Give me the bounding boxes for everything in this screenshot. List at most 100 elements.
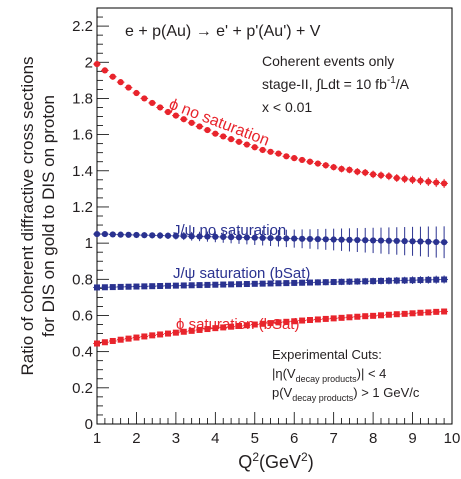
- x-tick-label: 3: [172, 430, 180, 447]
- data-point: [322, 315, 329, 322]
- series-3: [93, 308, 448, 347]
- data-point: [212, 325, 219, 332]
- data-point: [275, 235, 282, 242]
- data-point: [275, 150, 282, 157]
- x-axis-label: Q2(GeV2): [238, 450, 313, 472]
- data-point: [157, 331, 164, 338]
- data-point: [117, 231, 124, 238]
- data-point: [385, 311, 392, 318]
- data-point: [314, 160, 321, 167]
- data-point: [109, 73, 116, 80]
- data-point: [362, 313, 369, 320]
- data-point: [157, 232, 164, 239]
- data-point: [109, 337, 116, 344]
- data-point: [401, 175, 408, 183]
- data-point: [125, 84, 132, 91]
- y-tick-labels: 0 0.2 0.4 0.6 0.8 1 1.2 1.4 1.6 1.8 2 2.2: [72, 18, 93, 433]
- x-tick-label: 7: [329, 430, 337, 447]
- data-point: [385, 277, 392, 284]
- data-point: [425, 238, 432, 245]
- data-point: [133, 334, 140, 341]
- data-point: [236, 322, 242, 329]
- data-point: [441, 180, 448, 187]
- y-tick-label: 2: [85, 54, 93, 71]
- data-point: [314, 279, 321, 286]
- data-point: [172, 112, 179, 119]
- data-point: [133, 231, 140, 239]
- data-point: [267, 148, 274, 155]
- series-layer: [93, 60, 448, 347]
- data-point: [433, 308, 440, 315]
- data-point: [370, 171, 377, 178]
- data-point: [251, 280, 258, 287]
- data-point: [362, 169, 369, 176]
- data-point: [164, 232, 172, 239]
- data-point: [346, 314, 353, 321]
- data-point: [267, 280, 274, 287]
- data-point: [409, 238, 416, 245]
- data-point: [243, 322, 250, 329]
- data-point: [204, 126, 211, 134]
- y-tick-label: 1: [85, 235, 93, 252]
- y-tick-label: 1.2: [72, 199, 93, 216]
- data-point: [149, 99, 156, 107]
- y-tick-label: 1.8: [72, 90, 93, 107]
- process-title: e + p(Au) → e' + p'(Au') + V: [125, 23, 321, 40]
- data-point: [109, 284, 116, 291]
- data-point: [267, 320, 274, 327]
- data-point: [228, 323, 235, 330]
- data-point: [322, 236, 329, 243]
- data-point: [283, 280, 290, 287]
- y-tick-label: 1.4: [72, 163, 93, 180]
- x-tick-label: 5: [251, 430, 259, 447]
- label-jpsi-no-saturation: J/ψ no saturation: [173, 222, 286, 239]
- x-axis-label-base: Q: [238, 452, 252, 472]
- data-point: [425, 276, 432, 283]
- data-point: [409, 310, 416, 317]
- data-point: [377, 172, 385, 179]
- data-point: [275, 280, 282, 287]
- data-point: [101, 284, 108, 291]
- y-axis-label-line2: for DIS on gold to DIS on proton: [39, 95, 58, 337]
- data-point: [441, 239, 448, 246]
- data-point: [306, 158, 314, 165]
- cuts-title: Experimental Cuts:: [272, 347, 382, 362]
- data-point: [433, 276, 440, 283]
- y-tick-label: 0.2: [72, 380, 93, 397]
- data-point: [196, 123, 203, 130]
- data-point: [196, 233, 203, 240]
- info-line-2-sup: -1: [387, 75, 396, 86]
- data-point: [378, 312, 384, 319]
- data-point: [417, 177, 424, 184]
- data-point: [283, 318, 290, 325]
- y-tick-label: 0.6: [72, 307, 93, 324]
- data-point: [251, 321, 258, 328]
- data-point: [322, 279, 329, 286]
- data-point: [259, 146, 266, 154]
- cuts-line-1-post: )| < 4: [357, 366, 387, 381]
- data-point: [228, 136, 235, 143]
- data-point: [165, 330, 171, 337]
- data-point: [354, 236, 361, 244]
- data-point: [180, 282, 187, 289]
- data-point: [157, 282, 164, 289]
- data-point: [299, 156, 306, 164]
- data-point: [220, 281, 227, 288]
- data-point: [141, 333, 148, 340]
- data-point: [314, 236, 321, 243]
- y-axis-label-line1: Ratio of coherent diffractive cross sect…: [18, 56, 37, 375]
- data-point: [267, 234, 274, 242]
- y-tick-label: 2.2: [72, 18, 93, 35]
- data-point: [378, 277, 384, 284]
- data-point: [149, 332, 156, 339]
- data-point: [228, 281, 235, 288]
- data-point: [370, 278, 377, 285]
- data-point: [141, 95, 148, 102]
- data-point: [196, 326, 203, 333]
- data-point: [291, 235, 298, 242]
- data-point: [196, 282, 203, 289]
- data-point: [125, 283, 132, 290]
- data-point: [251, 144, 258, 151]
- data-point: [141, 283, 148, 290]
- data-point: [283, 153, 290, 160]
